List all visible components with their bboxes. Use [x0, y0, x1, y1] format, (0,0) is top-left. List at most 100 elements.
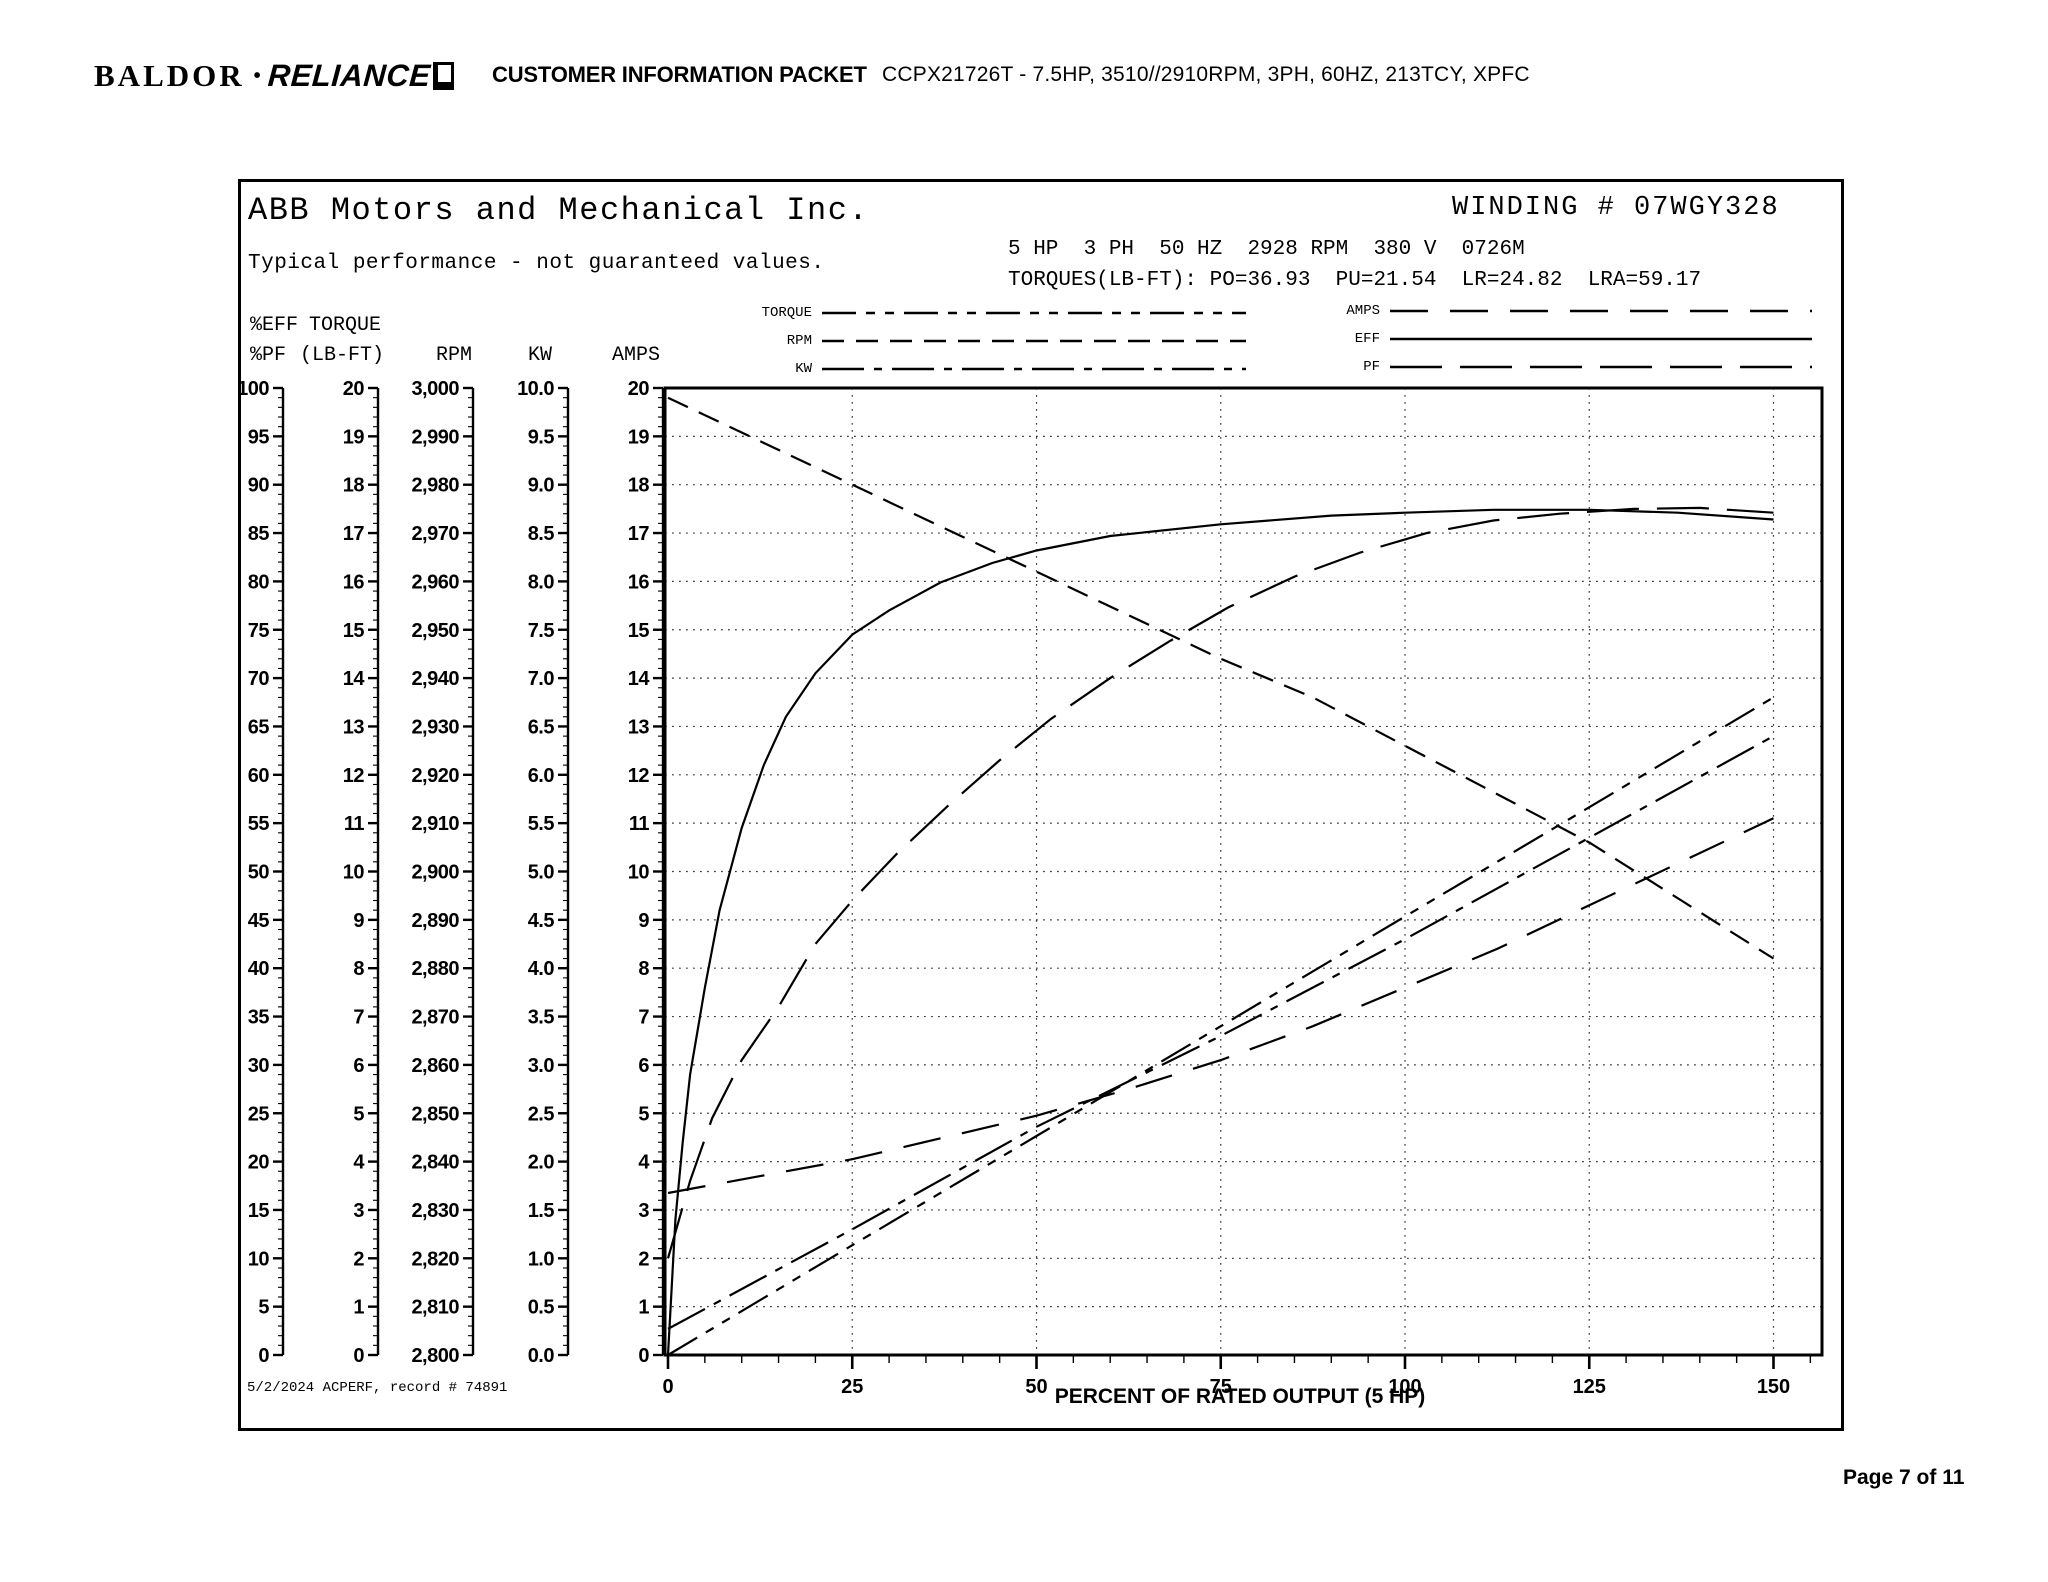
legend-label-amps: AMPS: [1346, 303, 1380, 319]
y-tick-label: 0: [258, 1345, 269, 1367]
y-tick-label: 4: [353, 1152, 365, 1174]
y-tick-label: 2.0: [528, 1152, 555, 1174]
y-tick-label: 2,970: [411, 523, 459, 545]
y-tick-label: 2,850: [411, 1103, 459, 1125]
y-tick-label: 18: [343, 475, 365, 497]
curve-rpm: [667, 396, 1775, 960]
y-tick-label: 7.5: [528, 620, 555, 642]
y-tick-label: 10: [343, 862, 365, 884]
company-title: ABB Motors and Mechanical Inc.: [248, 192, 870, 229]
y-tick-label: 7: [353, 1007, 364, 1029]
y-tick-label: 2,810: [411, 1297, 459, 1319]
y-tick-label: 16: [343, 571, 365, 593]
y-tick-label: 6.5: [528, 716, 555, 738]
y-tick-label: 2,830: [411, 1200, 459, 1222]
y-tick-label: 80: [248, 571, 270, 593]
page-number: Page 7 of 11: [1843, 1466, 1965, 1489]
y-tick-label: 90: [248, 475, 270, 497]
y-tick-label: 17: [628, 523, 650, 545]
y-tick-label: 15: [248, 1200, 270, 1222]
y-tick-label: 10.0: [517, 378, 554, 400]
y-tick-label: 3.5: [528, 1007, 555, 1029]
x-tick-label: 0: [662, 1376, 673, 1398]
y-tick-label: 60: [248, 765, 270, 787]
y-tick-label: 2: [638, 1248, 649, 1270]
y-tick-label: 8.0: [528, 571, 555, 593]
legend-label-pf: PF: [1363, 359, 1380, 375]
y-tick-label: 9: [638, 910, 649, 932]
y-tick-label: 70: [248, 668, 270, 690]
y-tick-label: 9.5: [528, 426, 555, 448]
y-tick-label: 20: [628, 378, 650, 400]
disclaimer-text: Typical performance - not guaranteed val…: [248, 252, 825, 275]
performance-panel-border: [238, 179, 1844, 1431]
y-tick-label: 13: [628, 716, 650, 738]
y-tick-label: 5.5: [528, 813, 555, 835]
y-tick-label: 2,910: [411, 813, 459, 835]
y-tick-label: 2,880: [411, 958, 459, 980]
y-tick-label: 2,890: [411, 910, 459, 932]
y-tick-label: 85: [248, 523, 270, 545]
y-tick-label: 4.0: [528, 958, 555, 980]
torques-line: TORQUES(LB-FT): PO=36.93 PU=21.54 LR=24.…: [1008, 269, 1702, 292]
y-tick-label: 10: [628, 862, 650, 884]
x-tick-label: 75: [1210, 1376, 1232, 1398]
y-tick-label: 2,920: [411, 765, 459, 787]
y-tick-label: 3: [638, 1200, 649, 1222]
y-tick-label: 1: [353, 1297, 364, 1319]
y-tick-label: 3.0: [528, 1055, 555, 1077]
y-tick-label: 9.0: [528, 475, 555, 497]
curve-pf: [666, 506, 1774, 1259]
y-tick-label: 2.5: [528, 1103, 555, 1125]
y-tick-label: 15: [343, 620, 365, 642]
y-tick-label: 8: [638, 958, 649, 980]
curve-eff: [666, 508, 1774, 1356]
plot-frame: [663, 386, 1824, 1357]
logo-flag-icon: [433, 62, 455, 90]
y-tick-label: 2,930: [411, 716, 459, 738]
x-axis-title: PERCENT OF RATED OUTPUT (5 HP): [1054, 1385, 1426, 1408]
curve-amps: [667, 817, 1774, 1195]
axis-header-torque-units: (LB-FT): [300, 344, 385, 367]
y-tick-label: 9: [353, 910, 364, 932]
y-tick-label: 1.0: [528, 1248, 555, 1270]
y-tick-label: 3,000: [411, 378, 459, 400]
y-tick-label: 6.0: [528, 765, 555, 787]
y-tick-label: 2,980: [411, 475, 459, 497]
y-tick-label: 7.0: [528, 668, 555, 690]
axis-header-kw: KW: [528, 344, 553, 367]
y-tick-label: 11: [629, 813, 650, 835]
winding-number: WINDING # 07WGY328: [1452, 193, 1780, 223]
y-tick-label: 0.0: [528, 1345, 555, 1367]
y-axis-effpf: 1009590858075706560555045403530252015105…: [237, 378, 285, 1367]
y-tick-label: 7: [638, 1007, 649, 1029]
y-tick-label: 11: [344, 813, 365, 835]
logo-baldor-text: BALDOR: [94, 58, 245, 93]
y-tick-label: 8.5: [528, 523, 555, 545]
axis-header-eff: %EFF: [250, 314, 299, 337]
y-tick-label: 2,950: [411, 620, 459, 642]
y-tick-label: 25: [248, 1103, 270, 1125]
y-tick-label: 2,820: [411, 1248, 459, 1270]
y-tick-label: 17: [343, 523, 365, 545]
y-tick-label: 35: [248, 1007, 270, 1029]
baldor-reliance-logo: BALDOR • RELIANCE: [94, 56, 455, 96]
y-tick-label: 1.5: [528, 1200, 555, 1222]
x-tick-label: 50: [1025, 1376, 1047, 1398]
legend-label-kw: KW: [795, 361, 812, 377]
x-tick-label: 100: [1388, 1376, 1421, 1398]
y-tick-label: 5: [353, 1103, 364, 1125]
y-tick-label: 8: [353, 958, 364, 980]
axis-header-torque: TORQUE: [309, 314, 382, 337]
y-tick-label: 50: [248, 862, 270, 884]
y-tick-label: 2,960: [411, 571, 459, 593]
axis-header-amps: AMPS: [612, 344, 661, 367]
curve-torque: [667, 696, 1775, 1356]
x-axis: 0 25 50 75 100 125 150: [662, 1355, 1812, 1398]
y-tick-label: 12: [343, 765, 365, 787]
axis-header-rpm: RPM: [436, 344, 473, 367]
y-axis-kw: 10.0 9.5 9.0 8.5 8.0 7.5 7.0 6.5 6.0 5.5 5.0 4.5 4.0…: [517, 378, 570, 1367]
motor-spec-line: 5 HP 3 PH 50 HZ 2928 RPM 380 V 0726M: [1008, 238, 1525, 261]
